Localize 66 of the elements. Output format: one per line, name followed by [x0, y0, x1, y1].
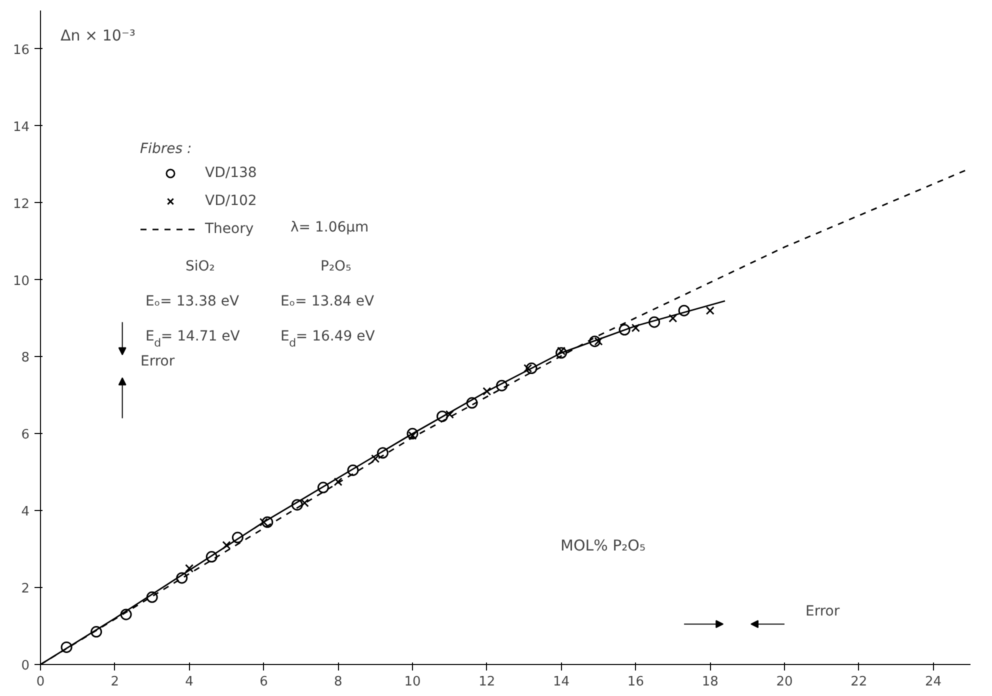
y-tick-label: 2 [21, 582, 30, 597]
point [408, 431, 417, 440]
point [706, 306, 714, 315]
x-tick-label: 0 [36, 674, 45, 690]
y-tick-label: 0 [21, 658, 30, 674]
annotation: SiO₂ [186, 258, 215, 274]
point [317, 482, 329, 494]
x-tick-label: 22 [850, 674, 868, 690]
point [347, 464, 359, 476]
x-tick-label: 8 [334, 674, 342, 690]
point [206, 551, 218, 563]
y-axis-title: Δn × 10⁻³ [60, 26, 136, 44]
y-tick-label: 16 [12, 42, 30, 58]
point [678, 304, 690, 316]
x-tick-label: 4 [185, 674, 194, 690]
y-tick-label: 10 [12, 274, 30, 289]
point [556, 347, 568, 359]
point [526, 362, 538, 374]
legend-title: Fibres : [140, 141, 193, 157]
point [557, 346, 566, 356]
point [406, 428, 418, 440]
x-tick-label: 24 [925, 674, 942, 690]
point [222, 540, 231, 550]
point [120, 608, 132, 620]
point [594, 337, 603, 346]
x-tick-label: 10 [404, 674, 421, 690]
x-tick-label: 20 [776, 674, 793, 690]
point [259, 518, 268, 526]
point [482, 387, 492, 396]
point [496, 380, 508, 392]
x-tick-label: 16 [627, 674, 644, 690]
x-tick-label: 14 [553, 674, 570, 690]
point [648, 316, 660, 328]
x-axis-title: MOL% P₂O₅ [560, 536, 646, 554]
point [176, 572, 188, 584]
point [334, 477, 342, 486]
point [146, 591, 158, 603]
annotation: λ= 1.06μm [290, 220, 369, 236]
x-tick-label: 18 [702, 674, 718, 690]
legend-label: VD/102 [205, 193, 257, 209]
y-tick-label: 4 [21, 504, 30, 520]
annotation: Error [806, 604, 840, 620]
annotation: Eₒ= 13.84 eV [280, 294, 374, 310]
point [668, 314, 678, 323]
point [371, 454, 380, 463]
legend-label: VD/138 [205, 165, 257, 181]
y-tick-label: 8 [21, 350, 30, 366]
y-tick-label: 12 [12, 196, 30, 212]
x-tick-label: 6 [260, 674, 268, 690]
point [589, 336, 601, 348]
y-tick-label: 14 [12, 120, 30, 135]
annotation: Eₒ= 13.38 eV [146, 294, 240, 310]
annotation: P₂O₅ [320, 258, 352, 274]
point [60, 641, 72, 653]
point [524, 364, 532, 373]
point [466, 397, 478, 409]
x-tick-label: 2 [110, 674, 120, 690]
legend-label: Theory [205, 221, 254, 237]
x-tick-label: 12 [478, 674, 496, 690]
point [90, 626, 102, 638]
annotation: Error [140, 354, 175, 370]
point [232, 532, 244, 544]
point [262, 516, 274, 528]
point [376, 447, 388, 459]
point [185, 564, 194, 573]
y-tick-label: 6 [21, 428, 30, 443]
